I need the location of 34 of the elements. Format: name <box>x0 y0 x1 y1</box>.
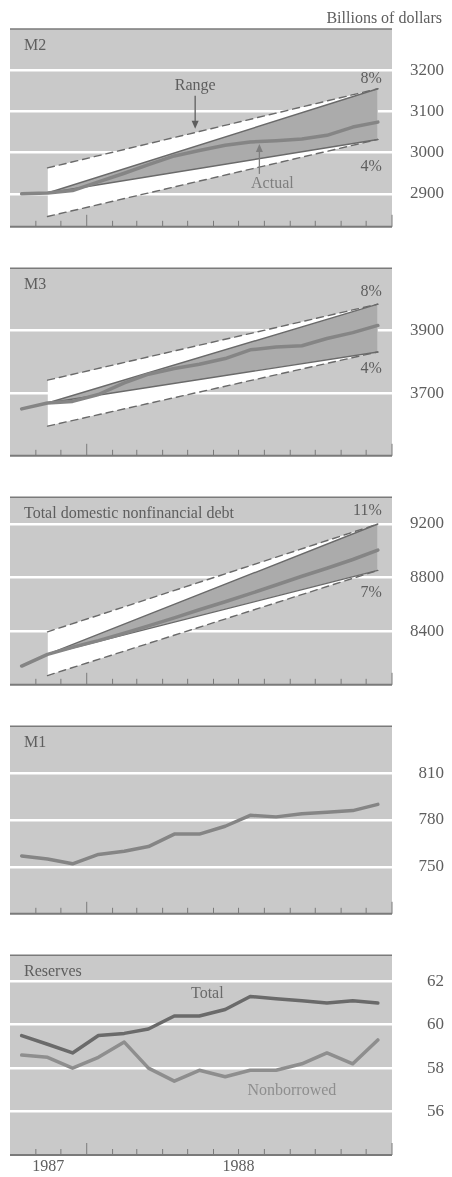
y-tick-label: 3700 <box>410 382 444 402</box>
chart-title: Reserves <box>24 962 82 980</box>
y-tick-label: 58 <box>427 1057 444 1077</box>
y-tick-label: 56 <box>427 1101 444 1121</box>
y-tick-label: 750 <box>418 856 444 876</box>
y-tick-label: 3200 <box>410 59 444 79</box>
y-tick-label: 2900 <box>410 183 444 203</box>
y-tick-label: 8800 <box>410 567 444 587</box>
x-tick-label: 1987 <box>32 1156 65 1174</box>
chart-title: Total domestic nonfinancial debt <box>24 504 235 522</box>
y-tick-label: 62 <box>427 970 444 990</box>
y-tick-label: 9200 <box>410 513 444 533</box>
y-tick-label: 8400 <box>410 620 444 640</box>
y-tick-label: 3100 <box>410 100 444 120</box>
annotation: 7% <box>360 582 382 600</box>
text: M3 <box>24 275 47 293</box>
x-tick-label: 1988 <box>222 1156 255 1174</box>
annotation: 11% <box>353 501 382 519</box>
y-tick-label: 810 <box>418 762 444 782</box>
y-tick-label: 3000 <box>410 142 444 162</box>
y-axis-title: Billions of dollars <box>326 9 442 27</box>
annotation: Actual <box>251 174 295 192</box>
annotation: 8% <box>360 282 382 300</box>
y-tick-label: 780 <box>418 809 444 829</box>
chart-title: M1 <box>24 733 47 751</box>
annotation: 8% <box>360 68 382 86</box>
annotation: 4% <box>360 156 382 174</box>
y-tick-label: 60 <box>427 1014 444 1034</box>
y-tick-label: 3900 <box>410 320 444 340</box>
chart-title: M2 <box>24 36 47 54</box>
series-label: Total <box>191 984 225 1002</box>
annotation: 4% <box>360 359 382 377</box>
annotation: Range <box>174 75 216 94</box>
series-label: Nonborrowed <box>247 1080 337 1098</box>
